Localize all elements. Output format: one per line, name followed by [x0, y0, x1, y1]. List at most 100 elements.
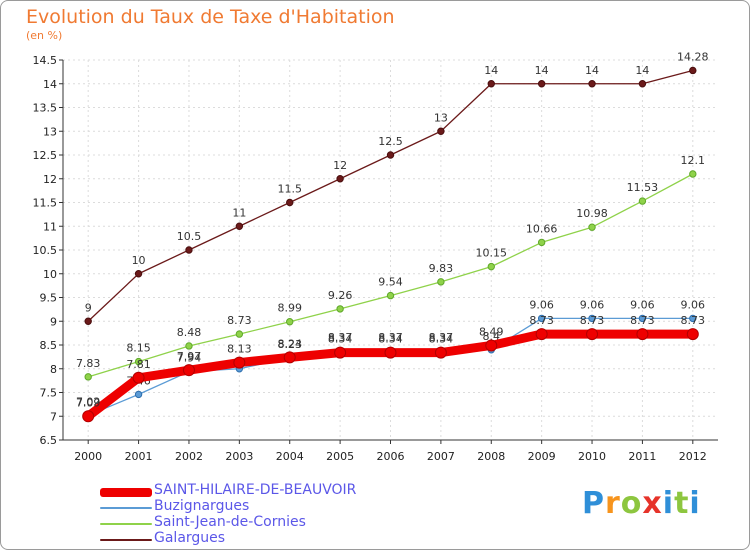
y-tick-label: 10.5: [33, 244, 58, 257]
y-tick-label: 9.5: [40, 292, 58, 305]
data-label: 8.15: [126, 342, 151, 355]
data-point: [185, 342, 193, 350]
data-point: [84, 373, 92, 381]
data-point: [386, 151, 395, 159]
x-tick-label: 2009: [528, 450, 556, 463]
data-label: 7.09: [76, 396, 101, 409]
x-tick-label: 2010: [578, 450, 606, 463]
chart-title: Evolution du Taux de Taxe d'Habitation: [26, 6, 395, 28]
data-label: 7.94: [177, 352, 202, 365]
y-tick-label: 12: [43, 173, 57, 186]
x-tick-label: 2012: [679, 450, 707, 463]
y-tick-label: 11.5: [33, 197, 58, 210]
data-point: [487, 80, 495, 88]
data-label: 9.06: [630, 298, 655, 311]
data-point: [286, 198, 294, 207]
data-point: [588, 314, 596, 323]
data-label: 10.66: [526, 222, 558, 235]
y-tick-label: 14.5: [33, 54, 58, 67]
y-tick-label: 14: [43, 78, 57, 91]
data-label: 9.06: [580, 298, 605, 311]
data-label: 8.49: [479, 325, 504, 338]
x-tick-label: 2000: [74, 450, 102, 463]
data-point: [283, 351, 296, 364]
logo-letter: o: [620, 486, 643, 521]
data-point: [537, 238, 546, 247]
logo-letter: r: [605, 486, 621, 521]
data-point: [336, 305, 344, 313]
data-point: [638, 314, 647, 323]
legend-swatch: [100, 507, 152, 509]
data-point: [487, 262, 495, 271]
y-tick-label: 7: [50, 410, 57, 423]
data-point: [386, 291, 395, 300]
data-point: [437, 278, 445, 286]
data-label: 8.34: [429, 333, 454, 346]
data-label: 9: [85, 301, 92, 314]
data-point: [134, 390, 143, 399]
data-point: [638, 80, 647, 88]
data-label: 8.37: [429, 331, 454, 344]
y-tick-label: 13: [43, 125, 57, 138]
data-label: 7.97: [177, 350, 202, 363]
data-label: 10.5: [177, 230, 202, 243]
data-label: 9.83: [429, 262, 454, 275]
x-tick-label: 2008: [477, 450, 505, 463]
data-point: [586, 328, 599, 341]
data-label: 12: [333, 159, 347, 172]
data-point: [537, 80, 546, 88]
data-label: 13: [434, 111, 448, 124]
data-label: 8.37: [328, 331, 353, 344]
data-point: [689, 314, 697, 323]
data-point: [689, 66, 697, 75]
data-label: 7.02: [76, 395, 101, 408]
data-label: 10.98: [576, 207, 608, 220]
data-point: [535, 328, 548, 341]
data-label: 8.73: [227, 314, 252, 327]
data-label: 8.73: [630, 314, 655, 327]
data-point: [336, 175, 344, 183]
data-label: 8.73: [529, 314, 554, 327]
data-label: 11.5: [277, 183, 302, 196]
x-tick-label: 2003: [225, 450, 253, 463]
logo-letter: t: [674, 486, 690, 521]
data-label: 8.4: [483, 330, 501, 343]
logo-letter: P: [582, 486, 605, 521]
data-label: 8.34: [328, 333, 353, 346]
y-tick-label: 13.5: [33, 102, 58, 115]
data-point: [235, 222, 244, 230]
x-tick-label: 2005: [326, 450, 354, 463]
y-tick-label: 6.5: [40, 434, 58, 447]
legend-swatch: [100, 539, 152, 541]
data-point: [185, 246, 193, 254]
y-tick-label: 10: [43, 268, 57, 281]
data-label: 8.99: [277, 302, 302, 315]
data-point: [134, 357, 143, 366]
data-label: 8.13: [227, 343, 252, 356]
data-point: [132, 371, 145, 384]
data-label: 7.83: [76, 357, 101, 370]
data-point: [588, 223, 596, 231]
data-point: [235, 330, 244, 338]
legend-label: Galargues: [154, 530, 226, 546]
data-label: 8.23: [277, 338, 302, 351]
data-label: 12.5: [378, 135, 403, 148]
y-tick-label: 8.5: [40, 339, 58, 352]
legend-label: Buzignargues: [154, 498, 250, 514]
x-tick-label: 2011: [628, 450, 656, 463]
data-label: 9.06: [529, 298, 554, 311]
legend-swatch: [100, 488, 152, 497]
data-label: 7.81: [126, 358, 151, 371]
data-label: 8.24: [277, 337, 302, 350]
logo-letter: x: [642, 486, 663, 521]
data-label: 8.73: [580, 314, 605, 327]
data-label: 11.53: [627, 181, 659, 194]
data-point: [82, 410, 95, 423]
data-point: [588, 80, 596, 88]
y-tick-label: 11: [43, 220, 57, 233]
data-label: 10.15: [476, 247, 508, 260]
data-label: 8.73: [681, 314, 706, 327]
x-tick-label: 2002: [175, 450, 203, 463]
x-tick-label: 2001: [125, 450, 153, 463]
